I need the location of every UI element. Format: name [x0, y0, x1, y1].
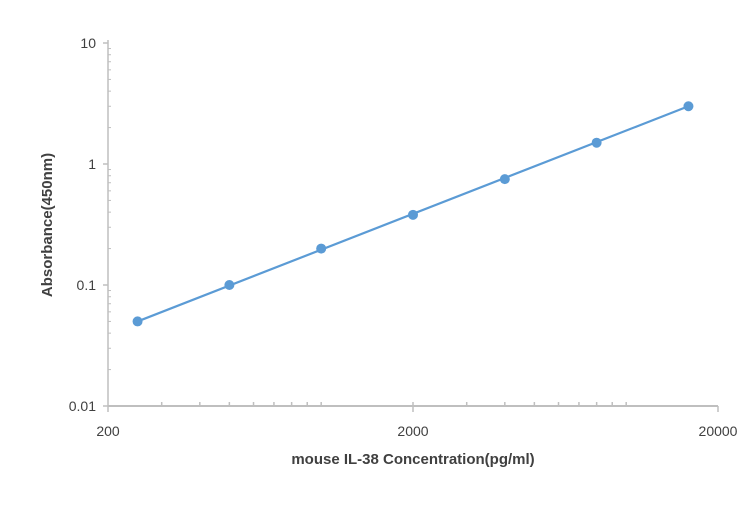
x-axis-title: mouse IL-38 Concentration(pg/ml) — [291, 451, 534, 468]
tick-labels: 0.01 0.1 1 10 200 2000 20000 — [69, 35, 738, 439]
x-tick-label: 2000 — [397, 423, 428, 439]
y-tick-label: 0.01 — [69, 398, 96, 414]
data-point — [408, 209, 418, 220]
data-point — [499, 174, 510, 185]
data-point — [132, 316, 143, 327]
data-point — [683, 101, 694, 112]
y-axis-title: Absorbance(450nm) — [39, 153, 56, 297]
y-tick-label: 0.1 — [77, 277, 97, 293]
data-point — [591, 137, 602, 148]
y-tick-label: 10 — [80, 35, 96, 51]
tick-marks — [103, 42, 719, 412]
axes — [107, 40, 718, 407]
data-point — [316, 243, 327, 254]
y-tick-label: 1 — [88, 156, 96, 172]
series — [132, 101, 694, 327]
x-tick-label: 200 — [96, 423, 120, 439]
x-tick-label: 20000 — [699, 423, 738, 439]
data-point — [224, 280, 235, 290]
